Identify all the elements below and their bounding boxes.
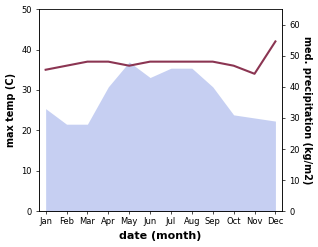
X-axis label: date (month): date (month): [119, 231, 202, 242]
Y-axis label: med. precipitation (kg/m2): med. precipitation (kg/m2): [302, 36, 313, 184]
Y-axis label: max temp (C): max temp (C): [5, 73, 16, 147]
